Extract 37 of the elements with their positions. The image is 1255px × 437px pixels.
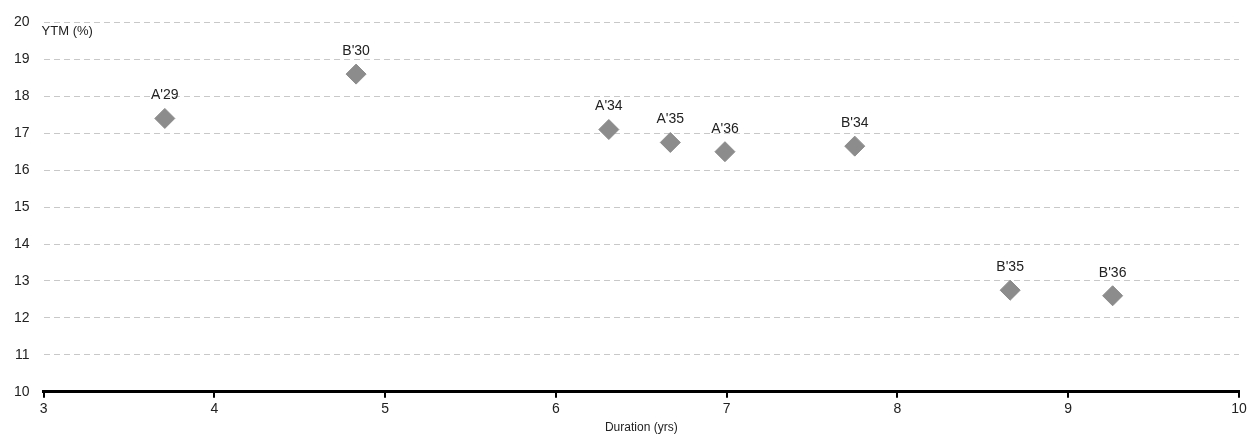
annotation: B'34: [840, 114, 869, 131]
x-tick-label: 7: [722, 400, 731, 417]
y-tick-label: 15: [13, 197, 30, 214]
annotation: A'35: [656, 110, 685, 127]
annotation: A'36: [711, 119, 739, 136]
y-tick-label: 16: [13, 161, 30, 178]
y-tick-label: 11: [15, 345, 30, 362]
y-tick-label: 19: [13, 50, 30, 67]
x-tick-label: 9: [1064, 400, 1073, 417]
x-tick-label: 3: [39, 400, 48, 417]
point: [1102, 285, 1124, 307]
y-tick-label: 17: [13, 124, 30, 141]
annotation: A'34: [595, 97, 623, 114]
y-axis-title: YTM (%): [41, 23, 93, 39]
point: [844, 135, 866, 157]
x-tick-label: 6: [552, 400, 560, 417]
annotation: A'29: [151, 86, 179, 103]
point: [345, 63, 367, 85]
y-tick-label: 12: [13, 308, 30, 325]
annotation: B'36: [1098, 263, 1127, 280]
point: [154, 107, 176, 129]
y-tick-label: 10: [13, 382, 30, 399]
x-tick-label: 5: [381, 400, 390, 417]
x-tick-label: 10: [1231, 400, 1247, 417]
x-tick-label: 8: [893, 400, 902, 417]
point: [598, 119, 620, 141]
y-tick-label: 20: [13, 13, 30, 30]
point: [659, 131, 681, 153]
point: [714, 141, 736, 163]
annotation: B'30: [342, 41, 371, 58]
x-tick-label: 4: [210, 400, 219, 417]
point: [999, 279, 1021, 301]
y-tick-label: 14: [13, 234, 30, 251]
y-tick-label: 18: [13, 87, 30, 104]
annotation: B'35: [996, 258, 1025, 275]
y-tick-label: 13: [13, 271, 30, 288]
x-axis-title: Duration (yrs): [604, 420, 678, 435]
